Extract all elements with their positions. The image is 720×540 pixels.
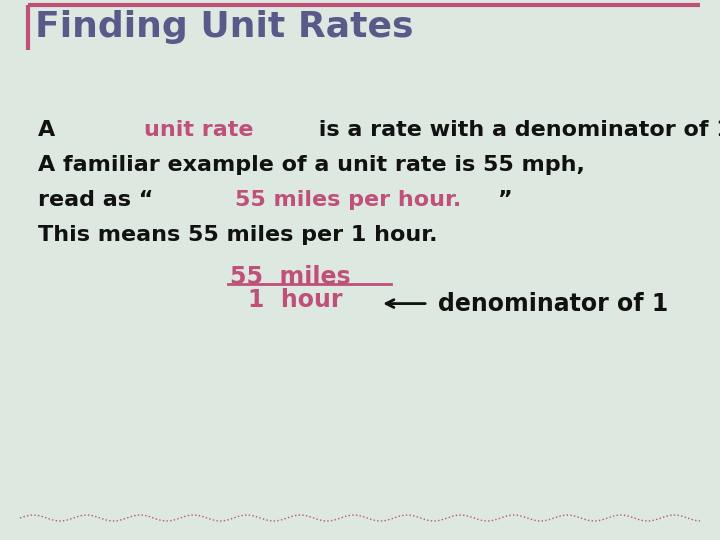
Text: denominator of 1: denominator of 1 (438, 292, 669, 315)
Text: 55  miles: 55 miles (230, 265, 351, 289)
Text: unit rate: unit rate (145, 120, 254, 140)
Text: 55 miles per hour.: 55 miles per hour. (235, 190, 461, 210)
Text: ”: ” (498, 190, 513, 210)
Text: is a rate with a denominator of 1.: is a rate with a denominator of 1. (312, 120, 720, 140)
Text: Finding Unit Rates: Finding Unit Rates (35, 10, 413, 44)
Text: 1  hour: 1 hour (248, 288, 343, 312)
Text: This means 55 miles per 1 hour.: This means 55 miles per 1 hour. (38, 225, 438, 245)
Text: A: A (38, 120, 63, 140)
Text: read as “: read as “ (38, 190, 153, 210)
Text: A familiar example of a unit rate is 55 mph,: A familiar example of a unit rate is 55 … (38, 155, 585, 175)
